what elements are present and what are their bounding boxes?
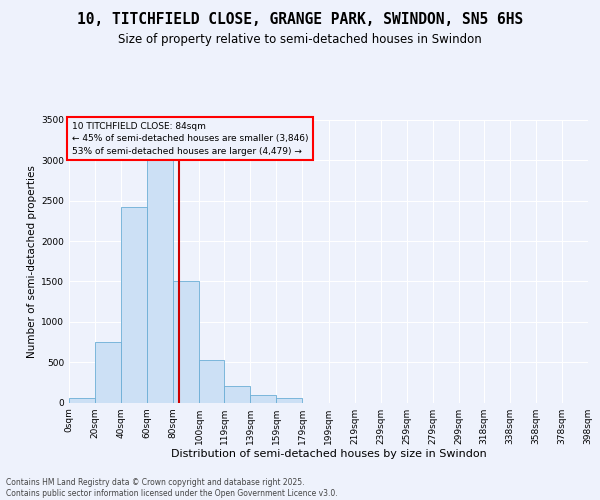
Bar — [224, 386, 250, 402]
Bar — [250, 395, 277, 402]
Bar — [173, 282, 199, 403]
Y-axis label: Number of semi-detached properties: Number of semi-detached properties — [27, 165, 37, 358]
Bar — [277, 398, 302, 402]
Text: Contains HM Land Registry data © Crown copyright and database right 2025.
Contai: Contains HM Land Registry data © Crown c… — [6, 478, 338, 498]
Text: 10, TITCHFIELD CLOSE, GRANGE PARK, SWINDON, SN5 6HS: 10, TITCHFIELD CLOSE, GRANGE PARK, SWIND… — [77, 12, 523, 28]
Text: 10 TITCHFIELD CLOSE: 84sqm
← 45% of semi-detached houses are smaller (3,846)
53%: 10 TITCHFIELD CLOSE: 84sqm ← 45% of semi… — [71, 122, 308, 156]
Bar — [199, 360, 224, 403]
Bar — [95, 342, 121, 402]
X-axis label: Distribution of semi-detached houses by size in Swindon: Distribution of semi-detached houses by … — [170, 450, 487, 460]
Text: Size of property relative to semi-detached houses in Swindon: Size of property relative to semi-detach… — [118, 32, 482, 46]
Bar — [147, 140, 173, 402]
Bar — [69, 398, 95, 402]
Bar — [121, 207, 147, 402]
